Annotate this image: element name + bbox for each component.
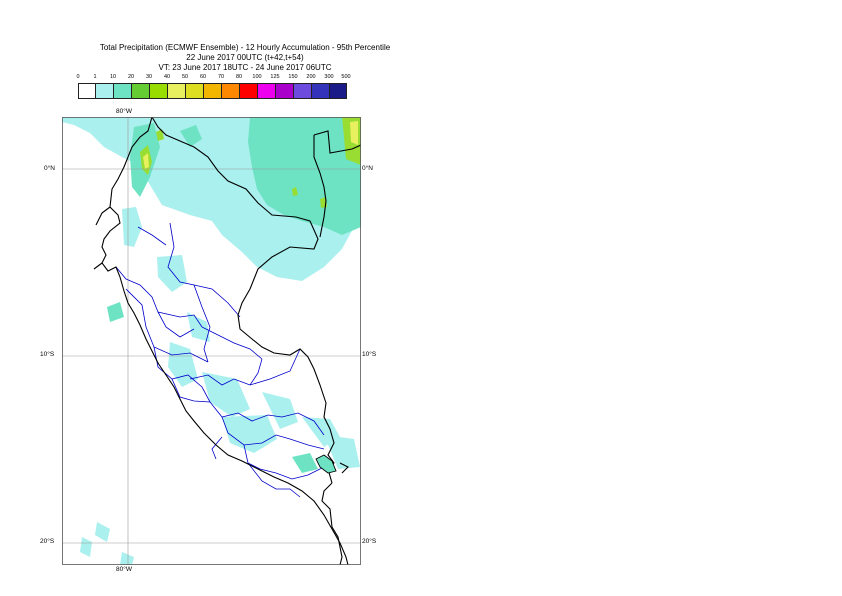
legend-swatch [78, 83, 96, 99]
lat-label-right-0: 0°N [362, 165, 373, 172]
legend-tick: 200 [306, 74, 316, 80]
legend-tick: 150 [288, 74, 298, 80]
legend-swatch [221, 83, 240, 99]
map-frame [62, 117, 361, 565]
title-line-1: Total Precipitation (ECMWF Ensemble) - 1… [99, 43, 391, 52]
legend-swatch [167, 83, 186, 99]
lat-label-right-20: 20°S [362, 538, 377, 545]
lat-label-left-20: 20°S [40, 538, 55, 545]
legend-swatch [203, 83, 222, 99]
lat-label-right-10: 10°S [362, 351, 377, 358]
admin-borders [115, 222, 325, 498]
legend-swatch [275, 83, 294, 99]
legend-tick: 70 [217, 74, 225, 80]
legend-swatch [131, 83, 150, 99]
legend-tick: 1 [93, 74, 97, 80]
legend-tick: 300 [324, 74, 334, 80]
legend-tick: 30 [145, 74, 153, 80]
legend-swatch [329, 83, 347, 99]
precip-peak-cores [143, 121, 358, 169]
legend-tick: 80 [235, 74, 243, 80]
lat-label-left-0: 0°N [44, 165, 55, 172]
coastline-and-borders [93, 117, 361, 565]
precipitation-map [62, 117, 361, 565]
legend-tick: 20 [127, 74, 135, 80]
precipitation-legend: 0 1 10 20 30 40 50 60 70 80 100 125 150 … [75, 74, 351, 104]
legend-tick: 10 [109, 74, 117, 80]
legend-swatch [149, 83, 168, 99]
legend-tick: 0 [76, 74, 80, 80]
legend-swatch [311, 83, 330, 99]
legend-tick: 60 [199, 74, 207, 80]
lon-label-top: 80°W [116, 108, 132, 115]
legend-swatch [257, 83, 276, 99]
lon-label-bottom: 80°W [116, 566, 132, 573]
legend-tick: 50 [181, 74, 189, 80]
legend-tick: 125 [270, 74, 280, 80]
legend-swatch [113, 83, 132, 99]
title-line-3: VT: 23 June 2017 18UTC - 24 June 2017 06… [158, 63, 332, 72]
map-gridlines [62, 117, 361, 565]
legend-tick: 500 [341, 74, 351, 80]
legend-swatch [239, 83, 258, 99]
lat-label-left-10: 10°S [40, 351, 55, 358]
title-line-2: 22 June 2017 00UTC (t+42,t+54) [186, 53, 304, 62]
lake-titicaca [315, 454, 337, 474]
legend-tick: 100 [252, 74, 262, 80]
legend-swatch [95, 83, 114, 99]
legend-tick: 40 [163, 74, 171, 80]
legend-swatch [293, 83, 312, 99]
legend-swatch [185, 83, 204, 99]
